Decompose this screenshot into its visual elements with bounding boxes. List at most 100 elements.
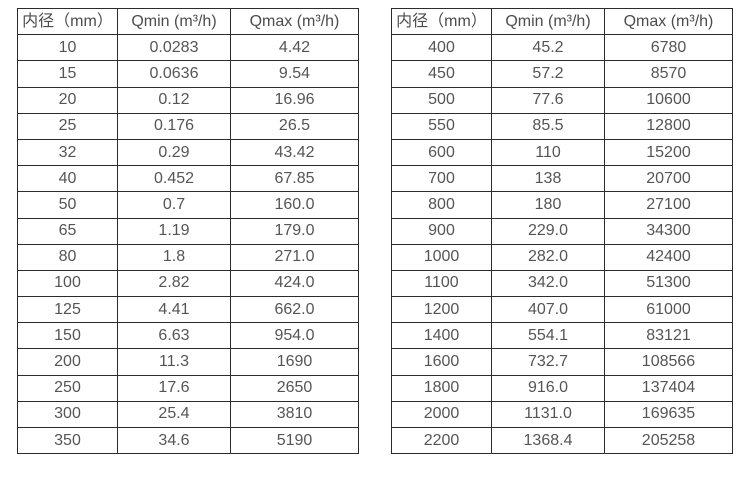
table-row: 1100 342.0 51300 (391, 269, 733, 298)
table-cell: 1600 (391, 348, 492, 376)
table-cell: 0.29 (117, 138, 231, 167)
table-cell: 77.6 (491, 86, 605, 114)
table-cell: 2000 (391, 400, 492, 429)
column-header: Qmin (m³/h) (117, 7, 231, 36)
table-row: 125 4.41 662.0 (17, 296, 359, 324)
table-cell: 34.6 (117, 426, 231, 455)
table-cell: 6780 (604, 34, 733, 62)
table-cell: 169635 (604, 400, 733, 429)
table-cell: 12800 (604, 112, 733, 140)
column-header: Qmax (m³/h) (604, 7, 733, 36)
table-header-row: 内径（mm） Qmin (m³/h) Qmax (m³/h) (17, 7, 359, 36)
table-cell: 200 (17, 348, 118, 376)
table-cell: 20700 (604, 165, 733, 193)
table-cell: 25.4 (117, 400, 231, 429)
table-row: 150 6.63 954.0 (17, 322, 359, 350)
table-cell: 85.5 (491, 112, 605, 140)
table-cell: 1800 (391, 374, 492, 402)
table-cell: 32 (17, 138, 118, 167)
table-row: 20 0.12 16.96 (17, 86, 359, 114)
table-header-row: 内径（mm） Qmin (m³/h) Qmax (m³/h) (391, 7, 733, 36)
table-cell: 150 (17, 322, 118, 350)
table-cell: 5190 (230, 426, 359, 455)
table-cell: 4.41 (117, 296, 231, 324)
table-cell: 138 (491, 165, 605, 193)
table-cell: 0.0636 (117, 60, 231, 88)
table-row: 32 0.29 43.42 (17, 138, 359, 167)
table-cell: 61000 (604, 296, 733, 324)
table-cell: 17.6 (117, 374, 231, 402)
flow-tables-container: 内径（mm） Qmin (m³/h) Qmax (m³/h) 10 0.0283 4.4… (17, 7, 733, 455)
table-cell: 1000 (391, 243, 492, 271)
table-cell: 45.2 (491, 34, 605, 62)
table-cell: 10 (17, 34, 118, 62)
table-row: 50 0.7 160.0 (17, 191, 359, 219)
table-cell: 954.0 (230, 322, 359, 350)
table-row: 2000 1131.0 169635 (391, 400, 733, 429)
table-row: 1600 732.7 108566 (391, 348, 733, 376)
table-row: 550 85.5 12800 (391, 112, 733, 140)
table-cell: 110 (491, 138, 605, 167)
table-cell: 700 (391, 165, 492, 193)
table-cell: 1690 (230, 348, 359, 376)
table-cell: 271.0 (230, 243, 359, 271)
table-cell: 250 (17, 374, 118, 402)
table-row: 900 229.0 34300 (391, 217, 733, 245)
table-row: 1000 282.0 42400 (391, 243, 733, 271)
table-cell: 205258 (604, 426, 733, 455)
table-cell: 0.12 (117, 86, 231, 114)
table-cell: 1400 (391, 322, 492, 350)
table-cell: 34300 (604, 217, 733, 245)
flow-table-left: 内径（mm） Qmin (m³/h) Qmax (m³/h) 10 0.0283 4.4… (17, 7, 359, 455)
table-cell: 65 (17, 217, 118, 245)
table-row: 15 0.0636 9.54 (17, 60, 359, 88)
table-cell: 11.3 (117, 348, 231, 376)
table-row: 800 180 27100 (391, 191, 733, 219)
table-cell: 20 (17, 86, 118, 114)
table-cell: 1.8 (117, 243, 231, 271)
table-cell: 26.5 (230, 112, 359, 140)
table-cell: 9.54 (230, 60, 359, 88)
table-cell: 51300 (604, 269, 733, 298)
table-body: 10 0.0283 4.42 15 0.0636 9.54 20 0.12 16.96 25 0.1… (17, 34, 359, 455)
table-cell: 550 (391, 112, 492, 140)
table-cell: 6.63 (117, 322, 231, 350)
table-cell: 1.19 (117, 217, 231, 245)
table-cell: 137404 (604, 374, 733, 402)
table-row: 80 1.8 271.0 (17, 243, 359, 271)
table-row: 25 0.176 26.5 (17, 112, 359, 140)
table-cell: 450 (391, 60, 492, 88)
table-row: 450 57.2 8570 (391, 60, 733, 88)
table-row: 40 0.452 67.85 (17, 165, 359, 193)
table-cell: 0.176 (117, 112, 231, 140)
table-cell: 2.82 (117, 269, 231, 298)
table-cell: 0.7 (117, 191, 231, 219)
table-row: 1800 916.0 137404 (391, 374, 733, 402)
column-header: 内径（mm） (17, 7, 118, 36)
table-row: 400 45.2 6780 (391, 34, 733, 62)
table-cell: 350 (17, 426, 118, 455)
column-header: 内径（mm） (391, 7, 492, 36)
table-cell: 229.0 (491, 217, 605, 245)
table-row: 1400 554.1 83121 (391, 322, 733, 350)
table-cell: 282.0 (491, 243, 605, 271)
table-row: 65 1.19 179.0 (17, 217, 359, 245)
table-cell: 916.0 (491, 374, 605, 402)
table-cell: 160.0 (230, 191, 359, 219)
table-cell: 179.0 (230, 217, 359, 245)
table-cell: 10600 (604, 86, 733, 114)
table-cell: 80 (17, 243, 118, 271)
table-cell: 8570 (604, 60, 733, 88)
table-row: 500 77.6 10600 (391, 86, 733, 114)
flow-table-right: 内径（mm） Qmin (m³/h) Qmax (m³/h) 400 45.2 6780… (391, 7, 733, 455)
table-cell: 2200 (391, 426, 492, 455)
table-cell: 50 (17, 191, 118, 219)
table-cell: 180 (491, 191, 605, 219)
table-cell: 4.42 (230, 34, 359, 62)
table-cell: 40 (17, 165, 118, 193)
table-cell: 407.0 (491, 296, 605, 324)
column-header: Qmax (m³/h) (230, 7, 359, 36)
table-cell: 125 (17, 296, 118, 324)
table-cell: 900 (391, 217, 492, 245)
column-header: Qmin (m³/h) (491, 7, 605, 36)
